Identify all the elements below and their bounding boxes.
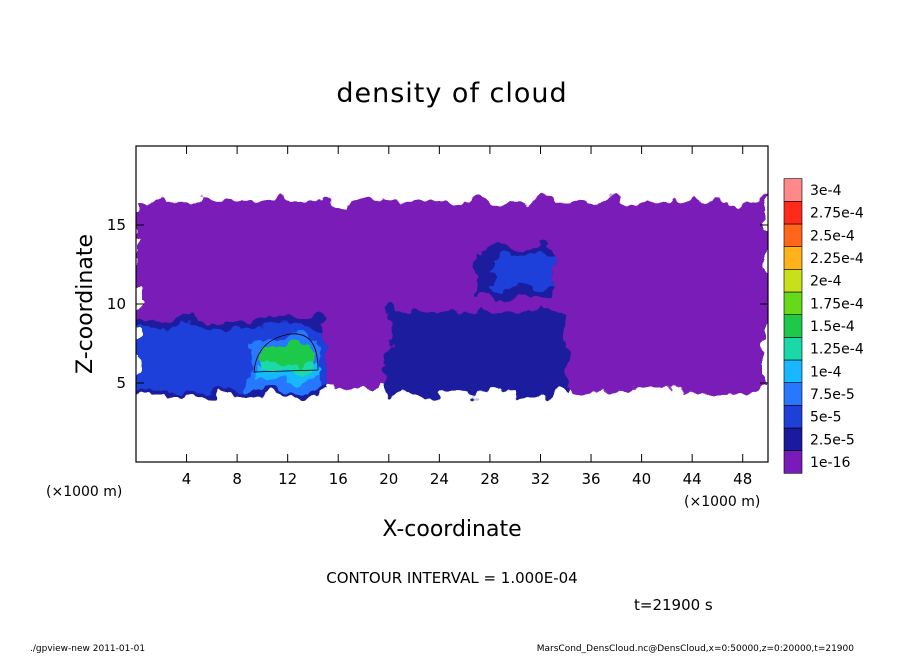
x-tick-label: 36 <box>581 470 600 488</box>
x-tick-label: 12 <box>278 470 297 488</box>
colorbar-label: 2.75e-4 <box>810 206 864 222</box>
colorbar-label: 1e-4 <box>810 364 842 380</box>
x-axis-unit-right: (×1000 m) <box>684 494 760 510</box>
colorbar-label: 2.5e-4 <box>810 228 855 244</box>
x-tick-label: 8 <box>232 470 242 488</box>
colorbar-label: 7.5e-5 <box>810 387 855 403</box>
x-axis-label: X-coordinate <box>382 517 521 542</box>
colorbar-swatch <box>783 201 803 225</box>
colorbar-label: 1.5e-4 <box>810 319 855 335</box>
footer-left: ./gpview-new 2011-01-01 <box>30 644 145 654</box>
y-tick-label: 10 <box>107 295 126 313</box>
y-tick-label: 15 <box>107 216 126 234</box>
colorbar-label: 2.5e-5 <box>810 432 855 448</box>
colorbar-swatch <box>783 314 803 338</box>
x-tick-label: 40 <box>632 470 651 488</box>
colorbar-swatch <box>783 427 803 451</box>
colorbar-swatch <box>783 178 803 202</box>
colorbar-label: 5e-5 <box>810 410 841 426</box>
colorbar-label: 1e-16 <box>810 455 850 471</box>
x-tick-label: 44 <box>683 470 702 488</box>
colorbar-swatch <box>783 405 803 429</box>
colorbar-swatch <box>783 291 803 315</box>
colorbar-label: 2.25e-4 <box>810 251 864 267</box>
contour-line <box>253 333 319 373</box>
colorbar-swatch <box>783 450 803 474</box>
colorbar-swatch <box>783 269 803 293</box>
cloud-density-field <box>136 201 768 396</box>
y-tick-label: 5 <box>116 374 126 392</box>
colorbar: 1e-16 2.5e-5 5e-5 7.5e-5 1e-4 1.25e-4 1.5e-4 1.… <box>783 178 864 474</box>
density-region-5 <box>489 256 554 289</box>
colorbar-swatch <box>783 337 803 361</box>
density-region-2 <box>388 311 566 396</box>
time-label: t=21900 s <box>634 596 713 614</box>
y-axis-label: Z-coordinate <box>73 234 98 374</box>
x-tick-label: 20 <box>379 470 398 488</box>
x-tick-label: 24 <box>430 470 449 488</box>
colorbar-label: 2e-4 <box>810 274 842 290</box>
x-tick-label: 48 <box>733 470 752 488</box>
colorbar-swatch <box>783 246 803 270</box>
colorbar-label: 1.75e-4 <box>810 296 864 312</box>
footer-right: MarsCond_DensCloud.nc@DensCloud,x=0:5000… <box>537 644 854 654</box>
x-tick-label: 16 <box>329 470 348 488</box>
plot-area <box>136 146 768 462</box>
x-axis-unit-left: (×1000 m) <box>46 484 122 500</box>
colorbar-swatch <box>783 359 803 383</box>
contour-interval: CONTOUR INTERVAL = 1.000E-04 <box>326 569 577 587</box>
colorbar-swatch <box>783 223 803 247</box>
chart-title: density of cloud <box>336 78 567 109</box>
x-tick-label: 4 <box>182 470 192 488</box>
colorbar-swatch <box>783 382 803 406</box>
colorbar-label: 1.25e-4 <box>810 342 864 358</box>
x-tick-label: 32 <box>531 470 550 488</box>
x-tick-label: 28 <box>480 470 499 488</box>
colorbar-label: 3e-4 <box>810 183 842 199</box>
density-region-9 <box>262 343 313 363</box>
density-region-8 <box>262 359 313 371</box>
